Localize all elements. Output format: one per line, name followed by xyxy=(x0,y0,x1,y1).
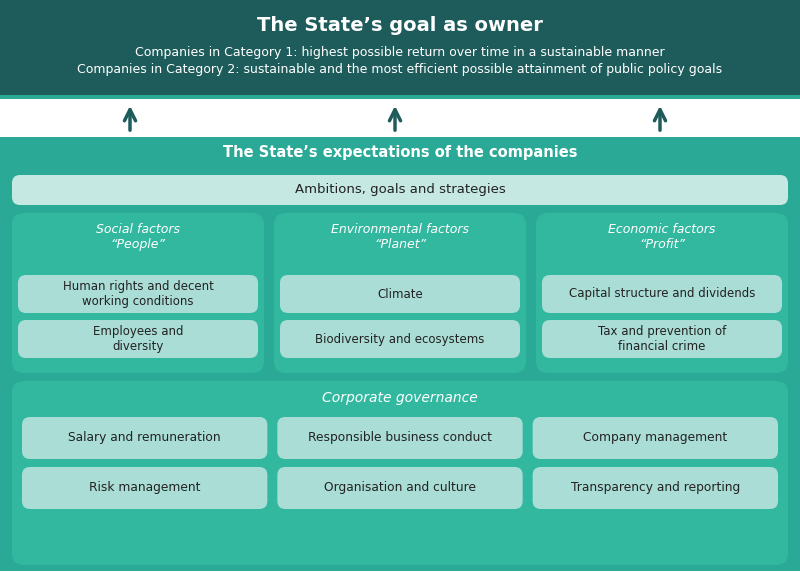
FancyBboxPatch shape xyxy=(0,167,800,571)
FancyBboxPatch shape xyxy=(280,320,520,358)
Text: The State’s expectations of the companies: The State’s expectations of the companie… xyxy=(222,144,578,159)
Text: Human rights and decent
working conditions: Human rights and decent working conditio… xyxy=(62,280,214,308)
Text: Companies in Category 1: highest possible return over time in a sustainable mann: Companies in Category 1: highest possibl… xyxy=(135,46,665,59)
FancyBboxPatch shape xyxy=(18,275,258,313)
Text: Tax and prevention of
financial crime: Tax and prevention of financial crime xyxy=(598,325,726,353)
FancyBboxPatch shape xyxy=(542,275,782,313)
Text: Capital structure and dividends: Capital structure and dividends xyxy=(569,288,755,300)
Text: Employees and
diversity: Employees and diversity xyxy=(93,325,183,353)
FancyBboxPatch shape xyxy=(536,213,788,373)
FancyBboxPatch shape xyxy=(533,467,778,509)
FancyBboxPatch shape xyxy=(12,381,788,565)
Text: Social factors
“People”: Social factors “People” xyxy=(96,223,180,251)
FancyBboxPatch shape xyxy=(278,467,522,509)
FancyBboxPatch shape xyxy=(22,467,267,509)
FancyBboxPatch shape xyxy=(18,320,258,358)
FancyBboxPatch shape xyxy=(12,175,788,205)
FancyBboxPatch shape xyxy=(542,320,782,358)
FancyBboxPatch shape xyxy=(0,95,800,99)
Text: Company management: Company management xyxy=(583,431,727,445)
FancyBboxPatch shape xyxy=(0,0,800,95)
FancyBboxPatch shape xyxy=(12,213,264,373)
FancyBboxPatch shape xyxy=(533,417,778,459)
Text: Transparency and reporting: Transparency and reporting xyxy=(570,481,740,494)
Text: Corporate governance: Corporate governance xyxy=(322,391,478,405)
FancyBboxPatch shape xyxy=(280,275,520,313)
Text: Ambitions, goals and strategies: Ambitions, goals and strategies xyxy=(294,183,506,197)
Text: Climate: Climate xyxy=(377,288,423,300)
FancyBboxPatch shape xyxy=(0,137,800,167)
FancyBboxPatch shape xyxy=(0,99,800,137)
FancyBboxPatch shape xyxy=(274,213,526,373)
Text: Organisation and culture: Organisation and culture xyxy=(324,481,476,494)
Text: The State’s goal as owner: The State’s goal as owner xyxy=(257,16,543,35)
Text: Biodiversity and ecosystems: Biodiversity and ecosystems xyxy=(315,332,485,346)
Text: Responsible business conduct: Responsible business conduct xyxy=(308,431,492,445)
FancyBboxPatch shape xyxy=(22,417,267,459)
Text: Environmental factors
“Planet”: Environmental factors “Planet” xyxy=(331,223,469,251)
FancyBboxPatch shape xyxy=(278,417,522,459)
Text: Economic factors
“Profit”: Economic factors “Profit” xyxy=(608,223,716,251)
Text: Companies in Category 2: sustainable and the most efficient possible attainment : Companies in Category 2: sustainable and… xyxy=(78,63,722,76)
Text: Risk management: Risk management xyxy=(89,481,201,494)
Text: Salary and remuneration: Salary and remuneration xyxy=(68,431,221,445)
